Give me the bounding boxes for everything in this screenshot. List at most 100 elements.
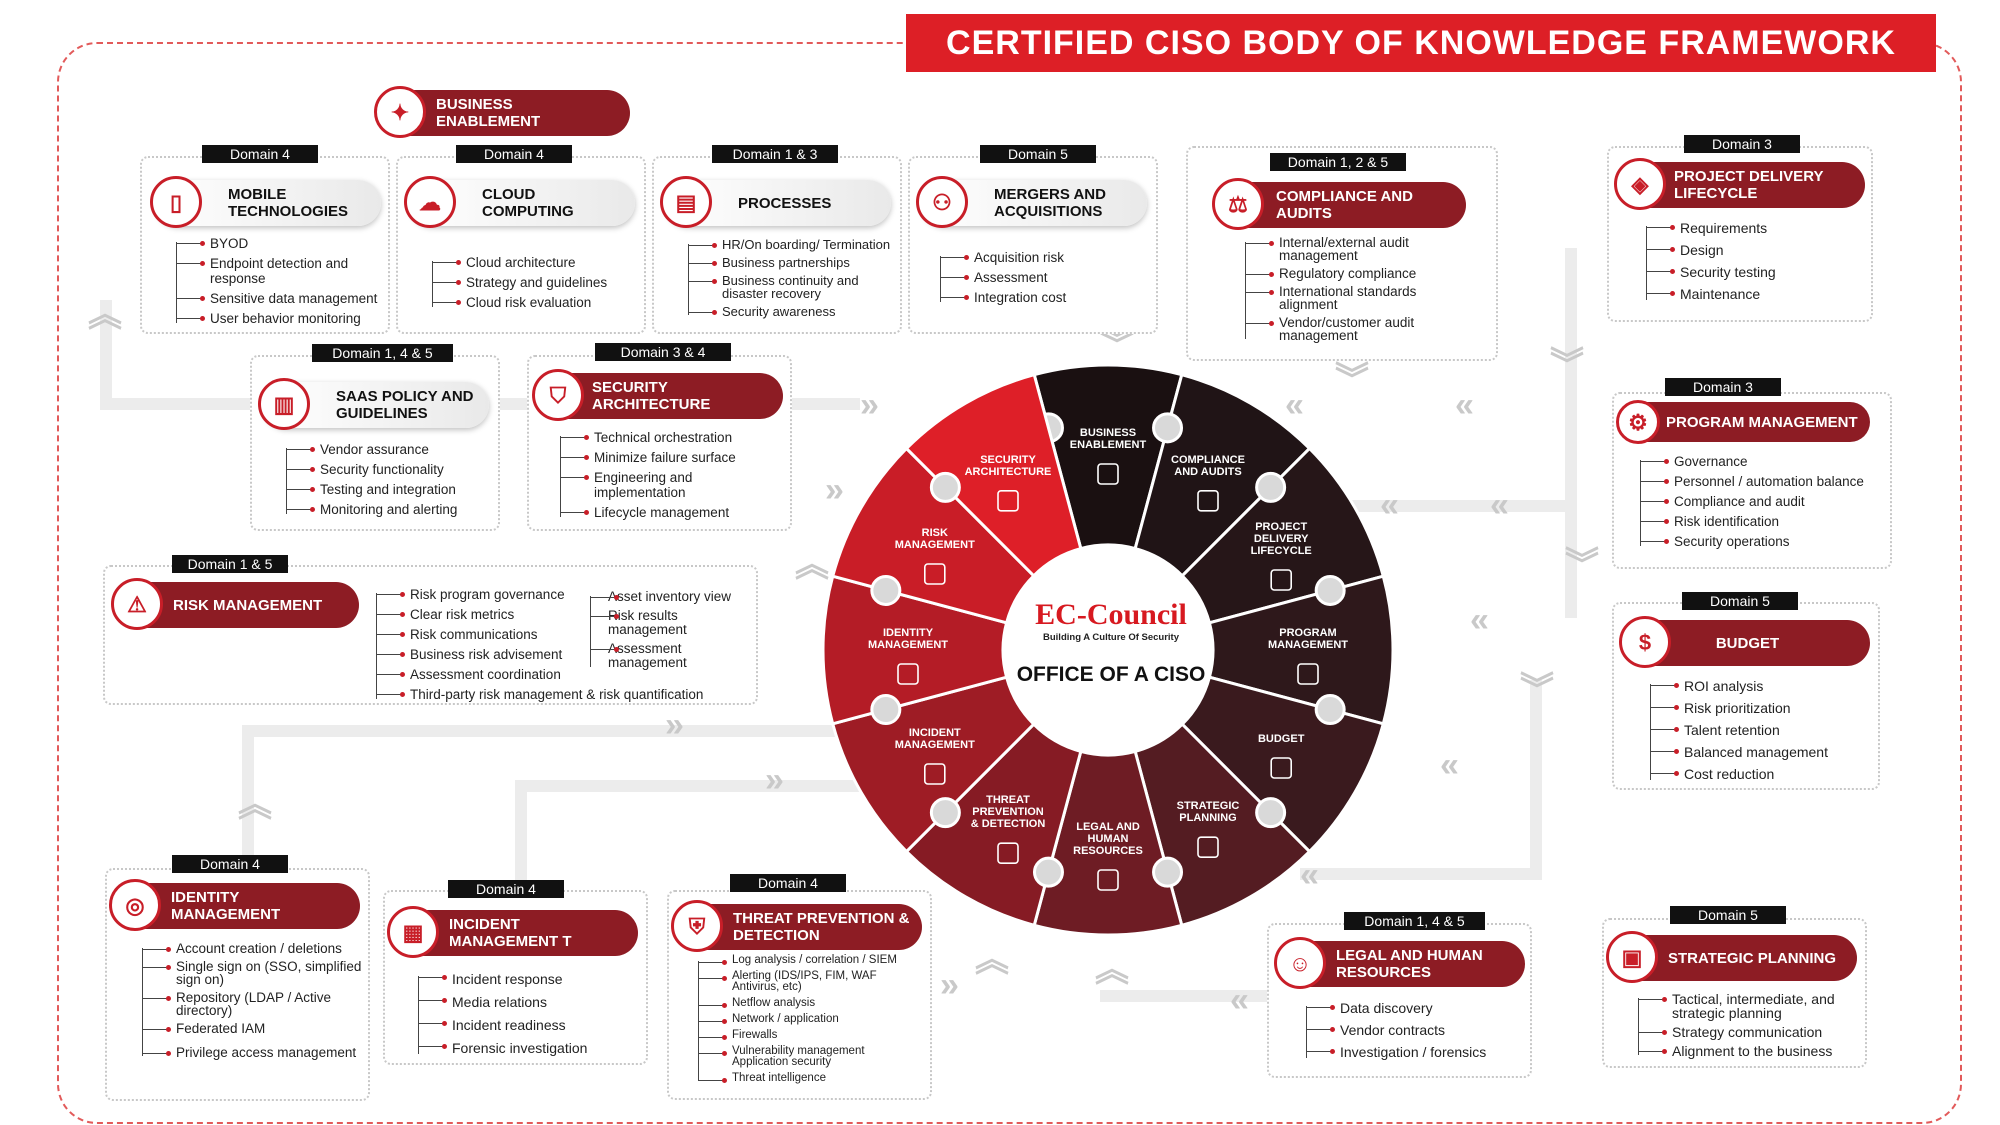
processes-list: HR/On boarding/ Termination Business par…	[688, 238, 898, 323]
domain-label: Domain 4	[730, 874, 846, 892]
list-item: Security awareness	[688, 305, 898, 318]
saas-pill: ▥ SAAS POLICY AND GUIDELINES	[258, 378, 489, 430]
mobile-technologies-pill: ▯ MOBILE TECHNOLOGIES	[150, 176, 381, 228]
chevron-left-icon: «	[1300, 856, 1319, 894]
budget-list: ROI analysis Risk prioritization Talent …	[1650, 678, 1870, 788]
threat-list: Log analysis / correlation / SIEM Alerti…	[698, 954, 923, 1089]
list-item: Security testing	[1646, 264, 1856, 281]
list-item: Regulatory compliance	[1245, 267, 1475, 280]
list-item: Incident readiness	[418, 1016, 638, 1034]
list-item: Talent retention	[1650, 722, 1870, 739]
fingerprint-dot-icon	[1314, 694, 1346, 726]
chevron-left-icon: «	[1440, 746, 1459, 784]
list-item: Vendor/customer audit management	[1245, 316, 1475, 342]
policy-icon: ▥	[258, 378, 310, 430]
fingerprint-dot-icon	[1152, 412, 1184, 444]
chart-board-icon: ▣	[1606, 931, 1658, 983]
incident-list: Incident response Media relations Incide…	[418, 970, 638, 1062]
domain-label: Domain 3	[1665, 378, 1781, 396]
list-item: Risk identification	[1640, 514, 1890, 529]
list-item: Alignment to the business	[1638, 1044, 1858, 1058]
chevron-right-icon: »	[765, 761, 784, 799]
wheel-center-circle	[1003, 545, 1213, 755]
compliance-pill: ⚖ COMPLIANCE AND AUDITS	[1212, 178, 1466, 230]
segment-icon	[1297, 663, 1319, 685]
tree-line	[176, 242, 177, 323]
wheel-segment-label: BUDGET	[1258, 733, 1305, 745]
wheel-segment-label: BUSINESS ENABLEMENT	[1070, 427, 1147, 451]
wheel-segment-label: INCIDENT MANAGEMENT	[895, 727, 975, 751]
list-item: Maintenance	[1646, 286, 1856, 303]
list-item: Media relations	[418, 993, 638, 1011]
list-item: Netflow analysis	[698, 997, 923, 1009]
list-item: Strategy communication	[1638, 1025, 1858, 1039]
list-item: Single sign on (SSO, simplified sign on)	[142, 960, 362, 986]
list-item: Cost reduction	[1650, 766, 1870, 783]
tree-line	[1650, 684, 1651, 780]
wheel-segment-label: COMPLIANCE AND AUDITS	[1171, 454, 1245, 478]
shield-alert-icon: ⛨	[671, 900, 723, 952]
chevron-down-icon: ︾	[1565, 546, 1599, 584]
chevron-up-icon: ︽	[975, 941, 1009, 979]
mergers-list: Acquisition risk Assessment Integration …	[940, 250, 1150, 310]
processes-pill: ▤ PROCESSES	[660, 176, 891, 228]
cloud-list: Cloud architecture Strategy and guidelin…	[432, 255, 642, 315]
wheel-center: EC-Council Building A Culture Of Securit…	[1006, 598, 1216, 687]
program-pill: ⚙ PROGRAM MANAGEMENT	[1616, 400, 1870, 444]
wheel-segment-label: PROGRAM MANAGEMENT	[1268, 627, 1348, 651]
chevron-right-icon: »	[860, 386, 879, 424]
list-item: Business risk advisement	[376, 647, 601, 662]
list-item: Acquisition risk	[940, 250, 1150, 265]
segment-icon	[1197, 489, 1219, 512]
fingerprint-dot-icon	[870, 574, 902, 606]
tree-line	[1306, 1006, 1307, 1058]
domain-label: Domain 1, 2 & 5	[1270, 153, 1406, 171]
list-item: Compliance and audit	[1640, 494, 1890, 509]
list-item: Design	[1646, 242, 1856, 259]
chevron-left-icon: «	[1285, 386, 1304, 424]
scales-icon: ⚖	[1212, 178, 1264, 230]
list-item: HR/On boarding/ Termination	[688, 238, 898, 251]
list-item: BYOD	[176, 236, 386, 251]
tree-line	[418, 976, 419, 1054]
connector	[1300, 868, 1542, 880]
project-pill: ◈ PROJECT DELIVERY LIFECYCLE	[1614, 158, 1865, 210]
chevron-down-icon: ︾	[1520, 671, 1554, 709]
risk-list-2: Asset inventory view Risk results manage…	[590, 590, 750, 675]
list-item: Minimize failure surface	[560, 450, 775, 465]
shield-person-icon: ⛉	[532, 369, 584, 421]
list-item: Federated IAM	[142, 1022, 362, 1035]
person-icon: ☺	[1274, 937, 1326, 989]
chevron-left-icon: «	[1470, 601, 1489, 639]
mergers-pill: ⚇ MERGERS AND ACQUISITIONS	[916, 176, 1147, 228]
chevron-down-icon: ︾	[1335, 361, 1369, 399]
tree-line	[1245, 242, 1246, 339]
list-item: Integration cost	[940, 290, 1150, 305]
list-item: Data discovery	[1306, 1000, 1521, 1017]
segment-icon	[1097, 869, 1119, 891]
tree-line	[1638, 998, 1639, 1055]
list-item: Clear risk metrics	[376, 607, 601, 622]
tree-line	[940, 256, 941, 302]
wheel-segment-label: IDENTITY MANAGEMENT	[868, 627, 948, 651]
list-item: Account creation / deletions	[142, 942, 362, 955]
list-item: Alerting (IDS/IPS, FIM, WAF Antivirus, e…	[698, 970, 923, 993]
list-item: Firewalls	[698, 1029, 923, 1041]
tree-line	[1640, 460, 1641, 546]
list-item: Asset inventory view	[590, 590, 750, 604]
risk-management-pill: ⚠ RISK MANAGEMENT	[111, 578, 359, 630]
domain-label: Domain 4	[448, 880, 564, 898]
list-item: Third-party risk management & risk quant…	[376, 687, 703, 702]
list-item: Risk prioritization	[1650, 700, 1870, 717]
cloud-icon: ☁	[404, 176, 456, 228]
domain-label: Domain 3	[1684, 135, 1800, 153]
segment-icon	[923, 763, 946, 785]
tree-line	[590, 596, 591, 667]
segment-icon	[997, 489, 1019, 512]
segment-icon	[897, 663, 919, 685]
list-item: Monitoring and alerting	[286, 502, 496, 517]
connector	[242, 725, 254, 865]
tree-line	[560, 436, 561, 517]
fingerprint-dot-icon	[1314, 574, 1346, 606]
list-item: Privilege access management	[142, 1046, 362, 1059]
